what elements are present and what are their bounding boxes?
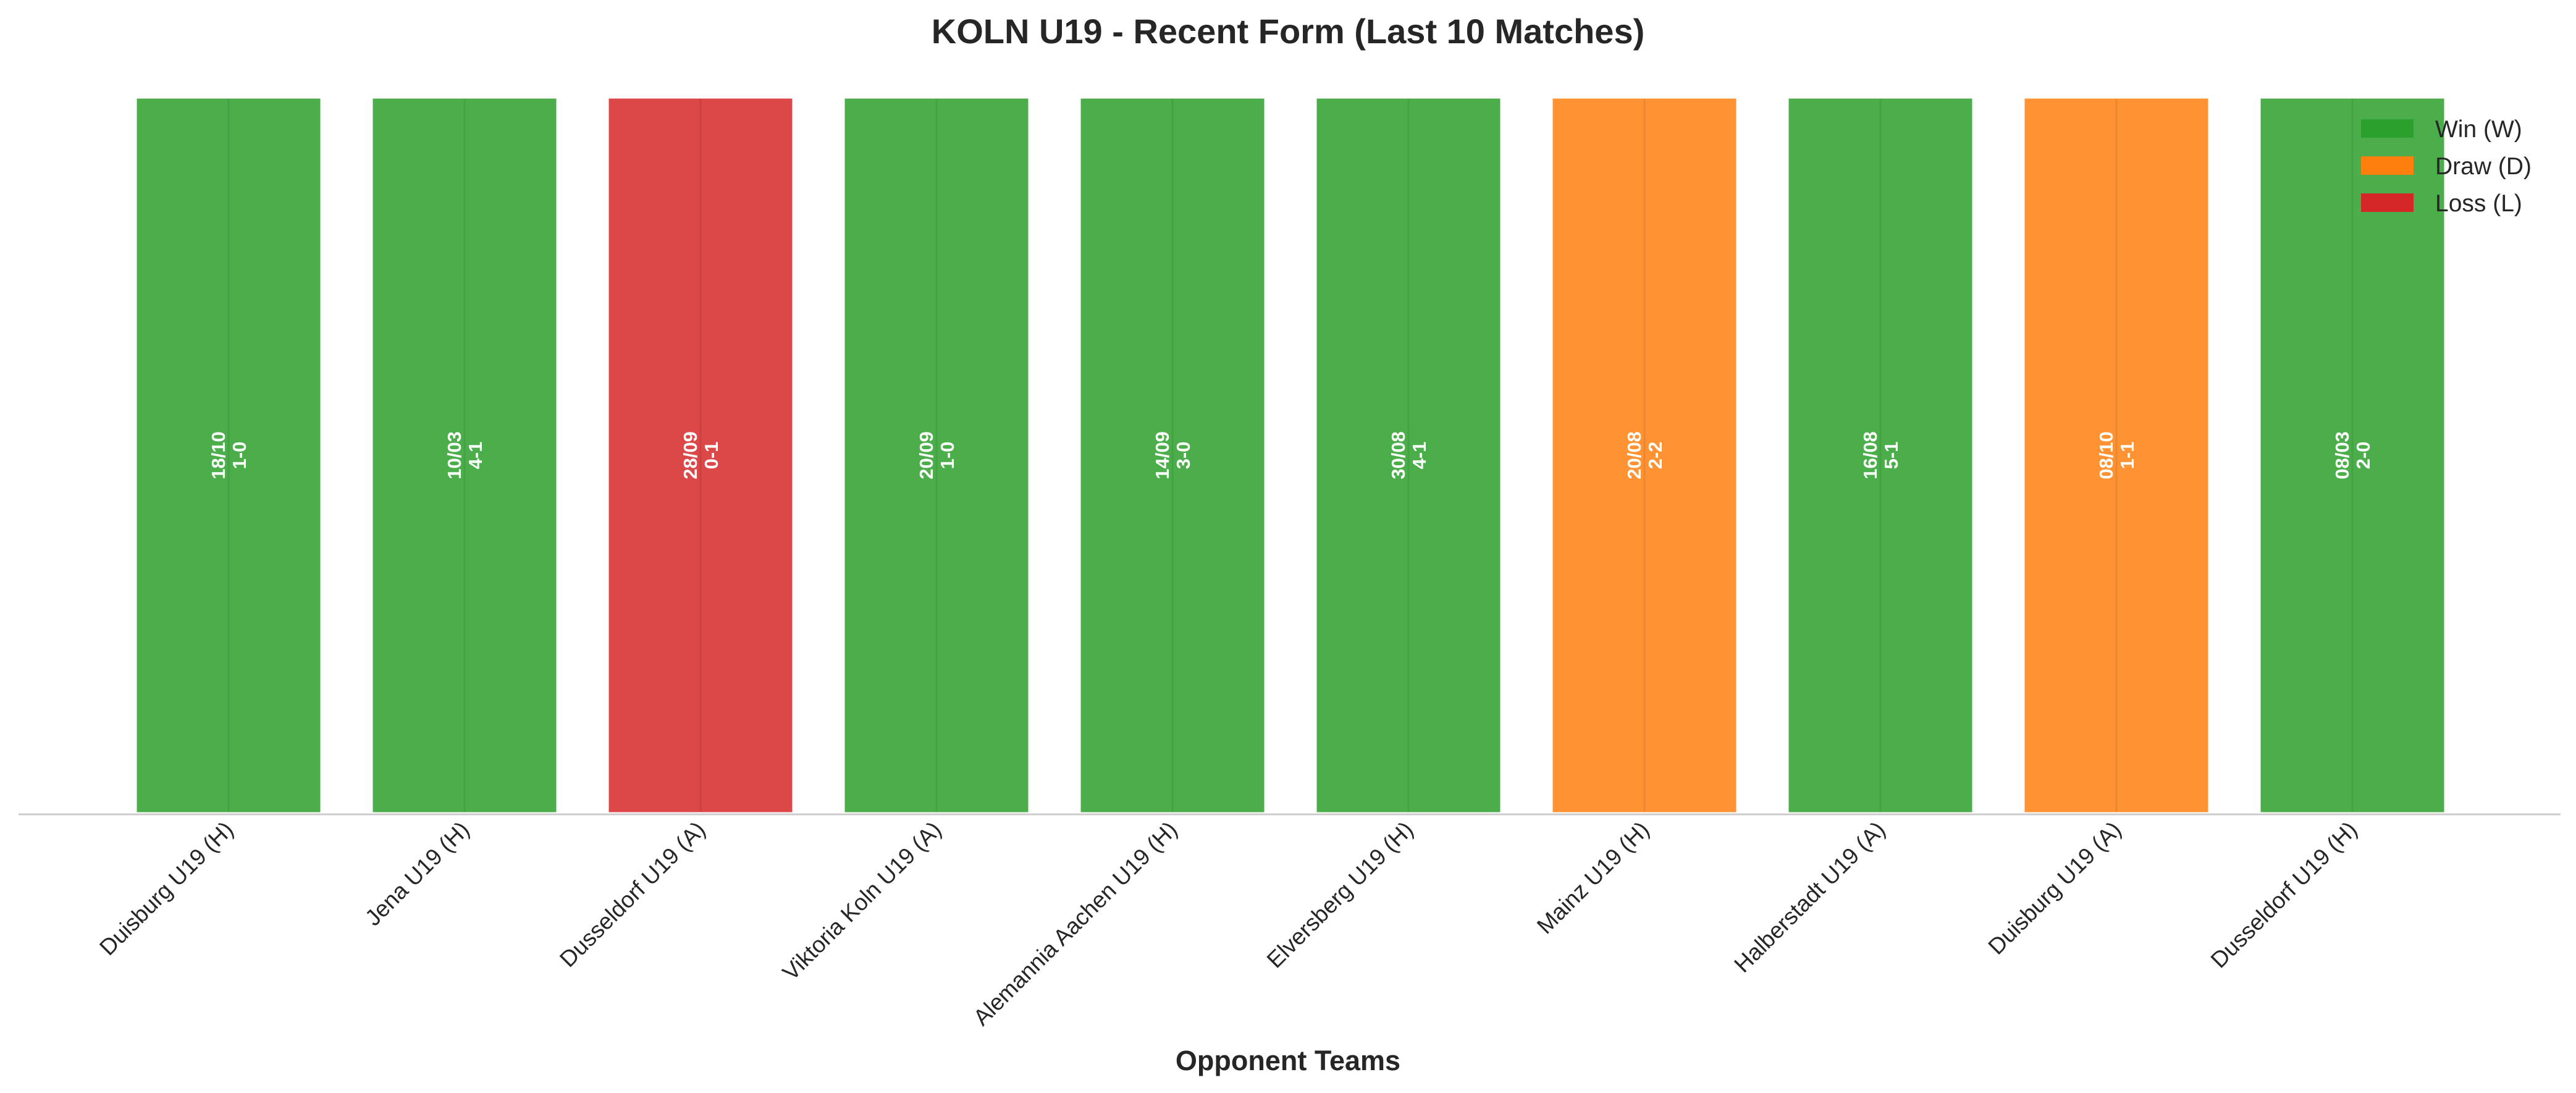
- bar-label-8: 16/085-1: [1859, 431, 1902, 479]
- bar-10: [2258, 96, 2446, 814]
- x-tick-labels: Duisburg U19 (H) Jena U19 (H) Dusseldorf U…: [95, 817, 2362, 1031]
- match-score: 1-0: [937, 442, 958, 470]
- x-tick-label-1: Duisburg U19 (H): [95, 817, 238, 961]
- bar-label-2: 10/034-1: [444, 431, 486, 479]
- match-date: 30/08: [1387, 431, 1409, 479]
- match-score: 1-0: [229, 442, 250, 470]
- match-date: 20/09: [915, 431, 937, 479]
- bars-layer: 18/101-0 10/034-1 28/090-1 20/091-0 14/093-0…: [135, 96, 2446, 814]
- bar-label-3: 28/090-1: [680, 431, 722, 479]
- legend-label-l: Loss (L): [2435, 190, 2522, 217]
- bar-label-10: 08/032-0: [2331, 431, 2374, 479]
- bar-label-5: 14/093-0: [1151, 431, 1194, 479]
- bar-3: [607, 96, 794, 814]
- match-score: 4-1: [1408, 442, 1430, 470]
- match-date: 28/09: [680, 431, 701, 479]
- bar-2: [371, 96, 558, 814]
- legend: Win (W) Draw (D) Loss (L): [2361, 116, 2532, 217]
- match-score: 1-1: [2116, 442, 2138, 470]
- bar-label-9: 08/101-1: [2095, 431, 2138, 479]
- match-date: 08/10: [2095, 431, 2117, 479]
- bar-7: [1551, 96, 1738, 814]
- bar-4: [843, 96, 1030, 814]
- x-tick-label-10: Dusseldorf U19 (H): [2206, 817, 2362, 973]
- x-tick-label-4: Viktoria Koln U19 (A): [778, 817, 946, 985]
- legend-swatch-d: [2361, 156, 2414, 175]
- bar-5: [1079, 96, 1266, 814]
- legend-label-d: Draw (D): [2435, 153, 2532, 180]
- bar-6: [1315, 96, 1502, 814]
- match-score: 0-1: [701, 442, 722, 470]
- match-score: 2-2: [1644, 442, 1666, 470]
- bar-label-6: 30/084-1: [1387, 431, 1430, 479]
- bar-label-1: 18/101-0: [208, 431, 250, 479]
- legend-swatch-l: [2361, 193, 2414, 212]
- bar-label-7: 20/082-2: [1623, 431, 1666, 479]
- match-date: 16/08: [1859, 431, 1881, 479]
- legend-swatch-w: [2361, 119, 2414, 138]
- match-date: 20/08: [1623, 431, 1645, 479]
- x-tick-label-6: Elversberg U19 (H): [1262, 817, 1418, 973]
- x-tick-label-8: Halberstadt U19 (A): [1729, 817, 1890, 977]
- x-tick-label-5: Alemannia Aachen U19 (H): [969, 817, 1182, 1031]
- match-date: 18/10: [208, 431, 229, 479]
- chart-title: KOLN U19 - Recent Form (Last 10 Matches): [932, 12, 1644, 51]
- x-axis-label: Opponent Teams: [1176, 1045, 1400, 1076]
- match-score: 4-1: [465, 442, 486, 470]
- match-date: 10/03: [444, 431, 465, 479]
- bar-9: [2022, 96, 2210, 814]
- match-score: 2-0: [2352, 442, 2374, 470]
- x-tick-label-2: Jena U19 (H): [360, 817, 474, 931]
- bar-8: [1787, 96, 1974, 814]
- x-tick-label-9: Duisburg U19 (A): [1984, 817, 2126, 960]
- match-date: 14/09: [1151, 431, 1173, 479]
- match-date: 08/03: [2331, 431, 2353, 479]
- match-score: 3-0: [1172, 442, 1194, 470]
- bar-1: [135, 96, 322, 814]
- x-tick-label-7: Mainz U19 (H): [1532, 817, 1654, 939]
- legend-label-w: Win (W): [2435, 116, 2522, 143]
- match-score: 5-1: [1880, 442, 1902, 470]
- x-tick-label-3: Dusseldorf U19 (A): [555, 817, 710, 972]
- bar-label-4: 20/091-0: [915, 431, 958, 479]
